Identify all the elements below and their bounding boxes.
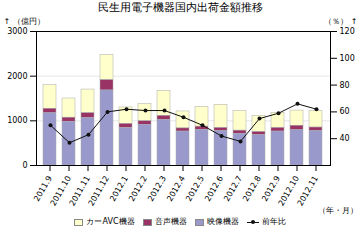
svg-text:（年・月）: （年・月） — [318, 206, 358, 215]
svg-text:120: 120 — [340, 27, 355, 36]
svg-text:2011.12: 2011.12 — [87, 174, 111, 207]
svg-text:100: 100 — [340, 54, 355, 63]
svg-text:2011.10: 2011.10 — [48, 174, 73, 208]
html-text:民生用電子機器国内出荷金額推移: 民生用電子機器国内出荷金額推移 — [97, 1, 263, 14]
svg-text:2012.11: 2012.11 — [296, 174, 320, 207]
svg-text:2000: 2000 — [7, 72, 27, 81]
svg-text:2012.10: 2012.10 — [276, 174, 301, 208]
svg-text:2012.3: 2012.3 — [146, 174, 168, 203]
svg-text:2012.9: 2012.9 — [260, 174, 282, 203]
svg-text:2012.1: 2012.1 — [108, 174, 130, 203]
html-text:前年比: 前年比 — [261, 217, 286, 226]
svg-text:2011.9: 2011.9 — [32, 174, 54, 203]
svg-text:2012.8: 2012.8 — [241, 174, 263, 203]
svg-text:2012.5: 2012.5 — [184, 174, 206, 203]
svg-text:2012.7: 2012.7 — [222, 174, 244, 203]
html-text:映像機器: 映像機器 — [206, 217, 239, 226]
svg-text:（％） ↑: （％） ↑ — [324, 17, 357, 26]
svg-text:60: 60 — [340, 107, 350, 116]
svg-text:2011.11: 2011.11 — [67, 174, 92, 208]
html-text:音声機器: 音声機器 — [154, 217, 187, 226]
svg-text:2012.6: 2012.6 — [203, 174, 225, 203]
svg-text:2012.2: 2012.2 — [127, 174, 149, 203]
svg-text:40: 40 — [340, 134, 350, 143]
svg-text:↑ （億円）: ↑ （億円） — [4, 17, 45, 26]
svg-text:80: 80 — [340, 81, 350, 90]
svg-text:0: 0 — [22, 161, 27, 170]
svg-text:3000: 3000 — [7, 27, 27, 36]
svg-text:2012.4: 2012.4 — [165, 174, 187, 203]
svg-text:1000: 1000 — [7, 116, 27, 125]
html-text:カーAVC機器: カーAVC機器 — [86, 217, 135, 226]
